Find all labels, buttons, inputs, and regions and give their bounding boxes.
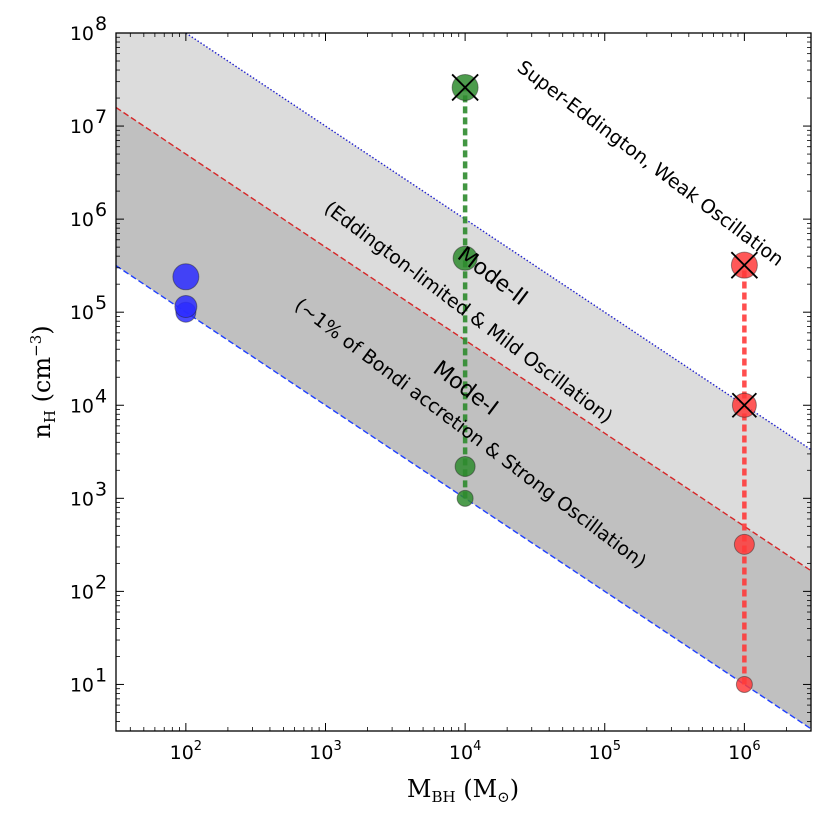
- data-point: [735, 675, 753, 693]
- y-tick-exponent: 8: [95, 13, 107, 35]
- x-tick-label: 102: [170, 739, 202, 764]
- data-point: [174, 295, 198, 319]
- data-point: [733, 533, 755, 555]
- data-point: [456, 489, 474, 507]
- y-tick-exponent: 6: [95, 199, 107, 221]
- plot-frame: [115, 32, 812, 732]
- y-tick-exponent: 2: [95, 571, 107, 593]
- x-tick-label: 103: [309, 739, 341, 764]
- y-tick-label: 10: [70, 302, 94, 324]
- x-tick-label: 106: [728, 739, 760, 764]
- series-layer: [172, 73, 759, 693]
- y-tick-exponent: 4: [95, 385, 107, 407]
- data-point: [452, 245, 478, 271]
- series-1: [172, 263, 200, 323]
- series-2: [451, 73, 479, 507]
- x-axis-label: MBH (M⊙): [407, 775, 519, 806]
- data-point: [172, 263, 200, 291]
- y-tick-label: 10: [70, 488, 94, 510]
- point-cross-marker: [451, 73, 479, 102]
- y-tick-exponent: 1: [95, 664, 107, 686]
- region-mode-ii-region: [116, 33, 811, 571]
- y-tick-exponent: 3: [95, 478, 107, 500]
- x-tick-label: 104: [449, 739, 481, 764]
- point-cross-marker: [731, 392, 758, 418]
- y-tick-label: 10: [70, 209, 94, 231]
- y-tick-label: 10: [70, 674, 94, 696]
- y-axis-label: nH (cm−3): [27, 325, 59, 438]
- y-tick-exponent: 7: [95, 106, 107, 128]
- series-3: [730, 251, 759, 693]
- point-cross-marker: [730, 251, 759, 279]
- x-tick-label: 105: [589, 739, 621, 764]
- y-tick-label: 10: [70, 581, 94, 603]
- data-point: [454, 455, 476, 477]
- y-tick-label: 10: [70, 116, 94, 138]
- y-tick-exponent: 5: [95, 292, 107, 314]
- y-tick-label: 10: [70, 23, 94, 45]
- y-tick-label: 10: [70, 395, 94, 417]
